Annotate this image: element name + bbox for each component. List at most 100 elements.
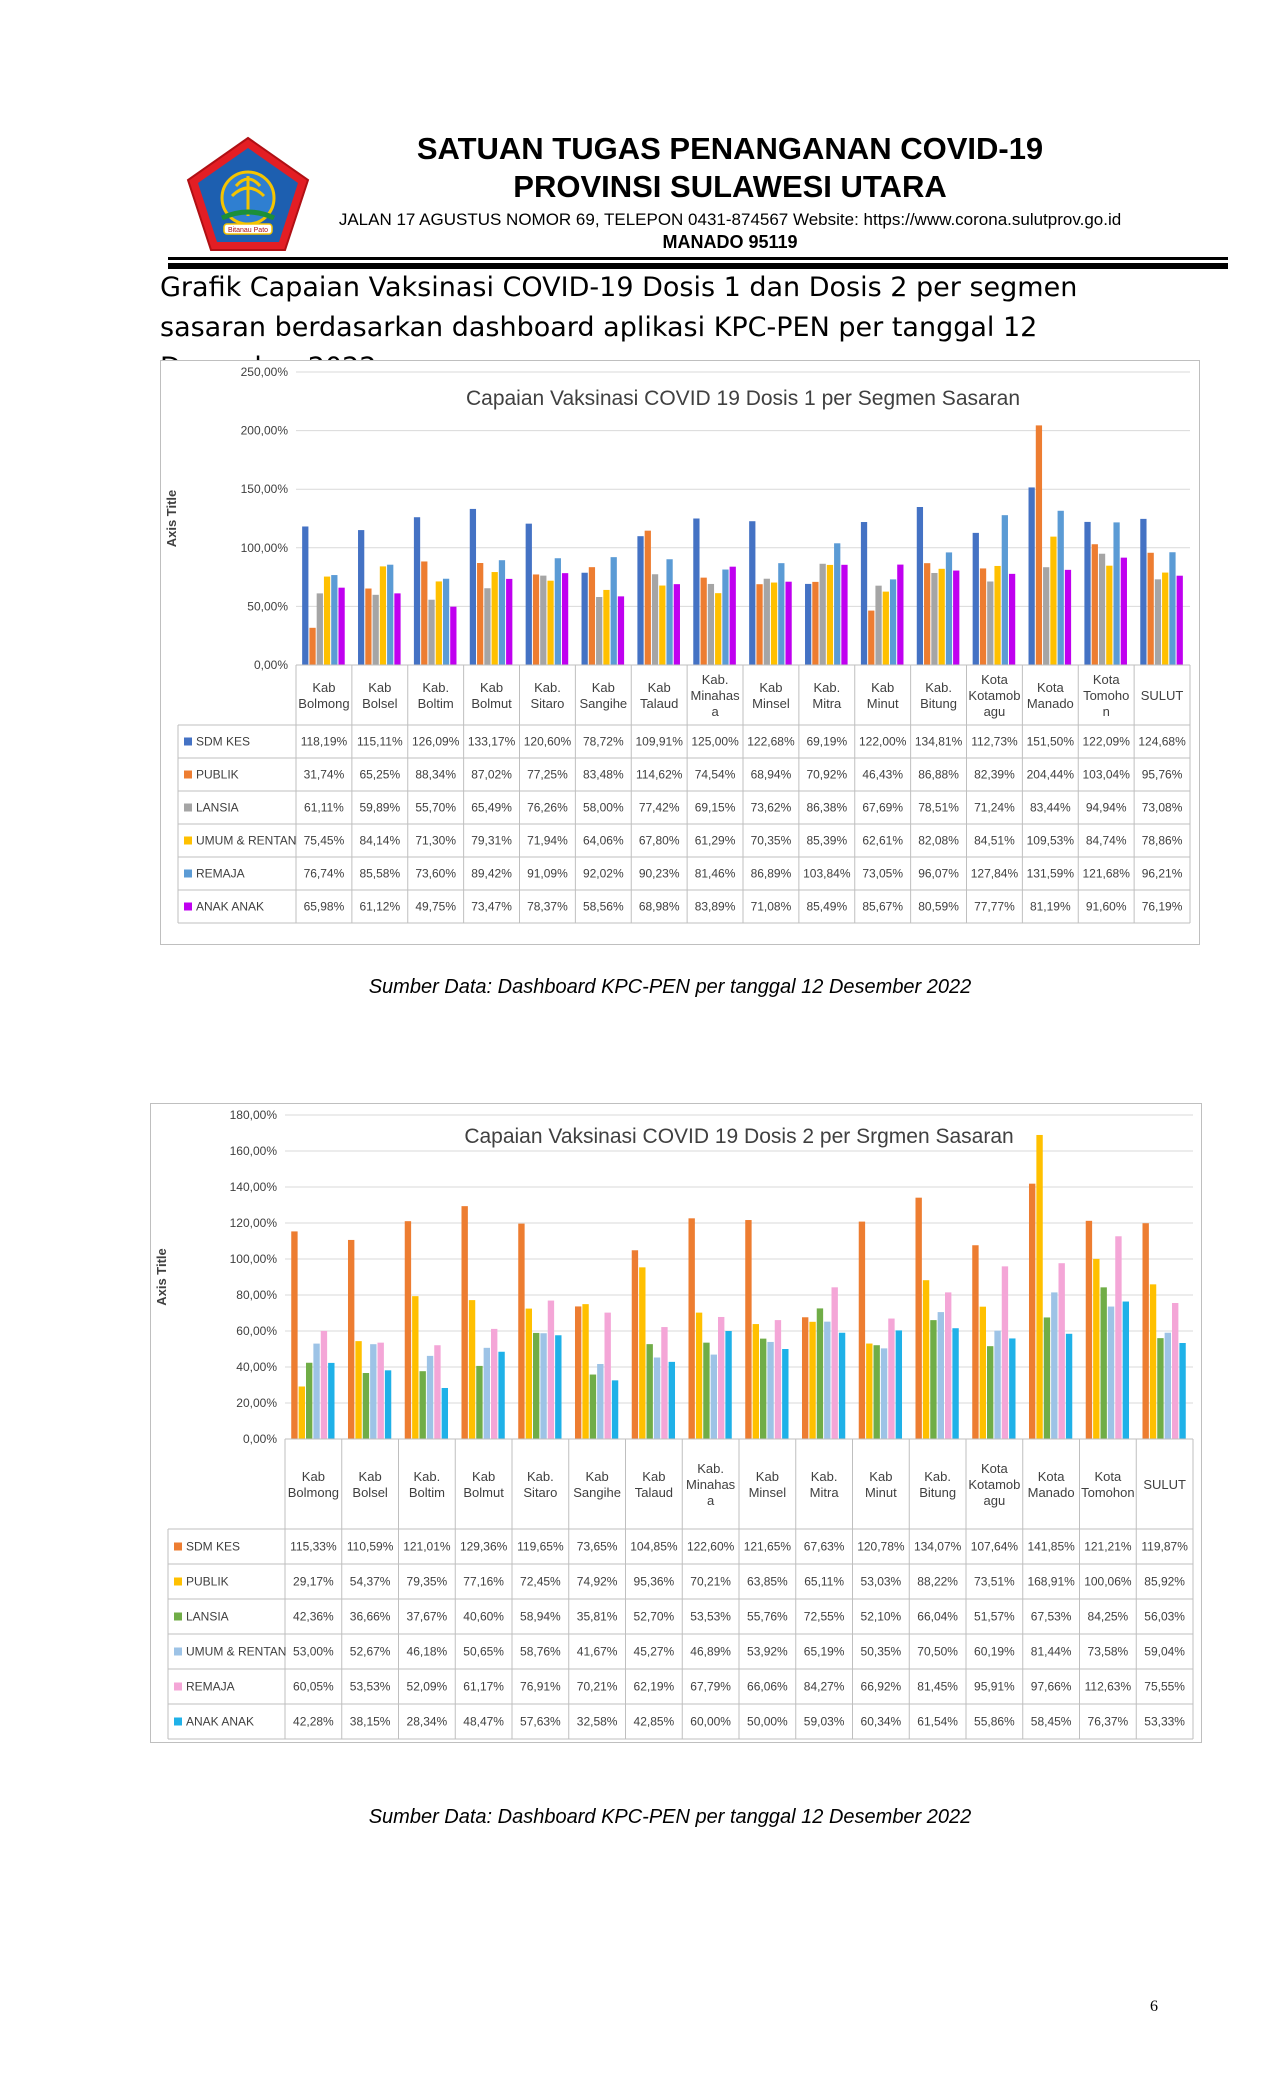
bar <box>1100 1287 1107 1439</box>
data-label: 88,34% <box>415 768 456 782</box>
category-label: Kab Bolsel <box>352 1469 388 1500</box>
bar <box>994 565 1001 665</box>
bar <box>377 1342 384 1439</box>
y-tick-label: 50,00% <box>247 599 288 613</box>
data-label: 134,81% <box>915 735 963 749</box>
data-label: 59,03% <box>804 1715 845 1729</box>
bar <box>637 536 644 665</box>
data-label: 96,21% <box>1142 867 1183 881</box>
legend-swatch <box>184 770 192 779</box>
data-label: 32,58% <box>577 1715 618 1729</box>
legend-swatch <box>174 1542 182 1551</box>
bar <box>994 1330 1001 1439</box>
data-label: 61,29% <box>695 834 736 848</box>
chart-dose2: Capaian Vaksinasi COVID 19 Dosis 2 per S… <box>150 1103 1202 1743</box>
bar <box>812 581 819 665</box>
data-label: 31,74% <box>304 768 345 782</box>
bar <box>554 558 561 665</box>
bar <box>1115 1236 1122 1439</box>
data-label: 46,18% <box>407 1645 448 1659</box>
data-label: 40,60% <box>463 1610 504 1624</box>
bar <box>661 1327 668 1439</box>
bar <box>1120 557 1127 665</box>
data-label: 59,04% <box>1144 1645 1185 1659</box>
data-label: 37,67% <box>407 1610 448 1624</box>
data-label: 81,45% <box>917 1680 958 1694</box>
category-label: Kab Minsel <box>752 680 790 711</box>
bar <box>752 1324 759 1439</box>
data-label: 77,25% <box>527 768 568 782</box>
bar <box>1107 1306 1115 1439</box>
bar <box>532 1332 540 1439</box>
data-label: 88,22% <box>917 1575 958 1589</box>
legend-swatch <box>184 737 192 746</box>
data-label: 53,53% <box>690 1610 731 1624</box>
data-label: 131,59% <box>1027 867 1075 881</box>
y-tick-label: 20,00% <box>236 1396 277 1410</box>
bar <box>824 1321 831 1439</box>
data-label: 46,89% <box>690 1645 731 1659</box>
bar <box>379 566 387 665</box>
data-label: 141,85% <box>1027 1540 1075 1554</box>
bar <box>469 508 477 665</box>
bar <box>937 1312 945 1439</box>
category-label: Kota Manado <box>1028 1469 1075 1500</box>
bar <box>1169 552 1176 665</box>
bar <box>1106 565 1113 665</box>
category-label: Kab Bolsel <box>362 680 398 711</box>
data-label: 95,36% <box>634 1575 675 1589</box>
bar <box>506 578 513 665</box>
data-label: 91,60% <box>1086 900 1127 914</box>
bar <box>1001 515 1008 665</box>
bar <box>644 530 651 665</box>
data-label: 119,87% <box>1141 1540 1188 1554</box>
bar <box>945 552 953 665</box>
bar <box>922 1280 930 1439</box>
data-label: 28,34% <box>407 1715 448 1729</box>
data-label: 86,88% <box>918 768 959 782</box>
data-label: 66,04% <box>917 1610 958 1624</box>
chart-title: Capaian Vaksinasi COVID 19 Dosis 1 per S… <box>466 387 1020 410</box>
data-label: 81,46% <box>695 867 736 881</box>
data-label: 122,00% <box>859 735 907 749</box>
bar <box>897 564 904 665</box>
bar <box>1050 536 1057 665</box>
legend-swatch <box>174 1647 182 1656</box>
category-label: Kota Kotamob agu <box>968 1461 1020 1508</box>
bar <box>1098 553 1106 665</box>
bar <box>953 570 960 665</box>
bar <box>759 1338 767 1439</box>
data-label: 73,08% <box>1142 801 1183 815</box>
bar <box>819 563 826 665</box>
bar <box>491 1328 498 1439</box>
legend-label: ANAK ANAK <box>186 1715 254 1729</box>
y-tick-label: 140,00% <box>230 1180 278 1194</box>
bar <box>1162 572 1169 665</box>
bar <box>895 1330 903 1439</box>
bar <box>468 1300 476 1439</box>
data-label: 59,89% <box>359 801 400 815</box>
bar <box>763 578 770 665</box>
bar <box>611 1380 619 1439</box>
data-label: 60,05% <box>293 1680 334 1694</box>
bar <box>924 563 931 665</box>
data-label: 52,70% <box>634 1610 675 1624</box>
header-city: MANADO 95119 <box>662 232 798 252</box>
data-label: 103,84% <box>803 867 851 881</box>
bar <box>355 1341 362 1439</box>
bar <box>313 1343 320 1439</box>
y-tick-label: 160,00% <box>230 1144 278 1158</box>
legend-label: UMUM & RENTAN <box>186 1645 286 1659</box>
bar <box>729 566 736 665</box>
chart-title: Capaian Vaksinasi COVID 19 Dosis 2 per S… <box>464 1125 1013 1148</box>
bar <box>525 1308 532 1439</box>
bar <box>610 557 617 665</box>
data-label: 55,76% <box>747 1610 788 1624</box>
data-label: 115,33% <box>290 1540 337 1554</box>
bar <box>604 1312 611 1439</box>
bar <box>419 1371 426 1439</box>
bar <box>693 518 700 665</box>
data-label: 110,59% <box>347 1540 394 1554</box>
data-label: 94,94% <box>1086 801 1127 815</box>
